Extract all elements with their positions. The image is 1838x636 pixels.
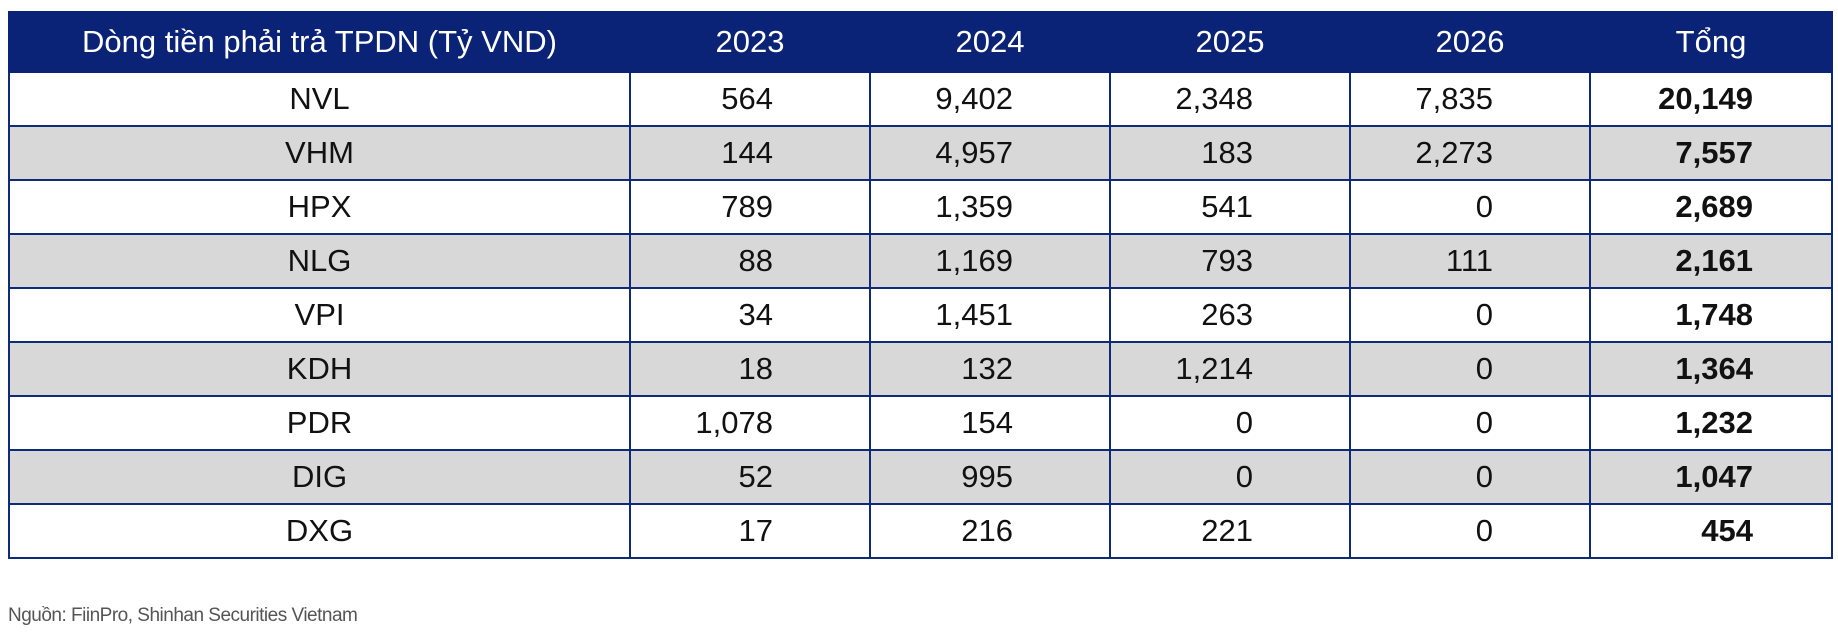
value-cell-2026: 2,273 [1349,125,1591,181]
total-value: 1,748 [1675,297,1753,332]
value-cell-2026: 0 [1349,179,1591,235]
value-cell-2024: 1,169 [869,233,1111,289]
value-cell-2024: 1,359 [869,179,1111,235]
ticker-cell: HPX [8,179,631,235]
header-cell-total: Tổng [1589,11,1833,73]
total-value: 20,149 [1658,81,1753,116]
ticker-cell: VHM [8,125,631,181]
total-cell: 1,047 [1589,449,1833,505]
total-value: 7,557 [1675,135,1753,170]
value-cell-2023: 564 [629,71,871,127]
total-cell: 7,557 [1589,125,1833,181]
table-row: NVL 564 9,402 2,348 7,835 20,149 [8,71,1833,127]
total-value: 1,232 [1675,405,1753,440]
total-value: 2,689 [1675,189,1753,224]
value-cell-2024: 1,451 [869,287,1111,343]
value-cell-2025: 1,214 [1109,341,1351,397]
value-cell-2023: 17 [629,503,871,559]
value-cell-2023: 52 [629,449,871,505]
value-cell-2023: 1,078 [629,395,871,451]
value-cell-2023: 34 [629,287,871,343]
value-cell-2025: 263 [1109,287,1351,343]
header-cell-2026: 2026 [1349,11,1591,73]
value-cell-2025: 0 [1109,395,1351,451]
value-cell-2025: 793 [1109,233,1351,289]
value-cell-2026: 111 [1349,233,1591,289]
total-cell: 1,364 [1589,341,1833,397]
total-value: 454 [1701,513,1753,548]
table-row: DXG 17 216 221 0 454 [8,503,1833,559]
total-cell: 2,161 [1589,233,1833,289]
value-cell-2023: 88 [629,233,871,289]
ticker-cell: DIG [8,449,631,505]
bond-cashflow-table-container: Dòng tiền phải trả TPDN (Tỷ VND) 2023 20… [8,11,1833,559]
total-value: 2,161 [1675,243,1753,278]
table-row: NLG 88 1,169 793 111 2,161 [8,233,1833,289]
table-row: HPX 789 1,359 541 0 2,689 [8,179,1833,235]
ticker-cell: VPI [8,287,631,343]
value-cell-2024: 4,957 [869,125,1111,181]
ticker-cell: PDR [8,395,631,451]
ticker-cell: DXG [8,503,631,559]
value-cell-2024: 9,402 [869,71,1111,127]
table-row: KDH 18 132 1,214 0 1,364 [8,341,1833,397]
ticker-cell: KDH [8,341,631,397]
value-cell-2024: 132 [869,341,1111,397]
value-cell-2025: 541 [1109,179,1351,235]
value-cell-2026: 0 [1349,287,1591,343]
header-cell-2025: 2025 [1109,11,1351,73]
source-note: Nguồn: FiinPro, Shinhan Securities Vietn… [8,605,358,626]
table-row: VPI 34 1,451 263 0 1,748 [8,287,1833,343]
total-value: 1,047 [1675,459,1753,494]
header-cell-2023: 2023 [629,11,871,73]
value-cell-2025: 0 [1109,449,1351,505]
value-cell-2024: 216 [869,503,1111,559]
ticker-cell: NVL [8,71,631,127]
ticker-cell: NLG [8,233,631,289]
bond-cashflow-table: Dòng tiền phải trả TPDN (Tỷ VND) 2023 20… [8,11,1833,559]
value-cell-2026: 0 [1349,449,1591,505]
value-cell-2025: 221 [1109,503,1351,559]
total-cell: 2,689 [1589,179,1833,235]
value-cell-2024: 995 [869,449,1111,505]
total-cell: 20,149 [1589,71,1833,127]
header-cell-label: Dòng tiền phải trả TPDN (Tỷ VND) [8,11,631,73]
total-value: 1,364 [1675,351,1753,386]
table-row: DIG 52 995 0 0 1,047 [8,449,1833,505]
total-cell: 454 [1589,503,1833,559]
table-header-row: Dòng tiền phải trả TPDN (Tỷ VND) 2023 20… [8,11,1833,73]
value-cell-2026: 7,835 [1349,71,1591,127]
value-cell-2023: 144 [629,125,871,181]
value-cell-2025: 2,348 [1109,71,1351,127]
value-cell-2026: 0 [1349,395,1591,451]
total-cell: 1,748 [1589,287,1833,343]
value-cell-2023: 18 [629,341,871,397]
value-cell-2023: 789 [629,179,871,235]
value-cell-2026: 0 [1349,503,1591,559]
total-cell: 1,232 [1589,395,1833,451]
value-cell-2026: 0 [1349,341,1591,397]
table-row: VHM 144 4,957 183 2,273 7,557 [8,125,1833,181]
table-row: PDR 1,078 154 0 0 1,232 [8,395,1833,451]
value-cell-2025: 183 [1109,125,1351,181]
value-cell-2024: 154 [869,395,1111,451]
header-cell-2024: 2024 [869,11,1111,73]
